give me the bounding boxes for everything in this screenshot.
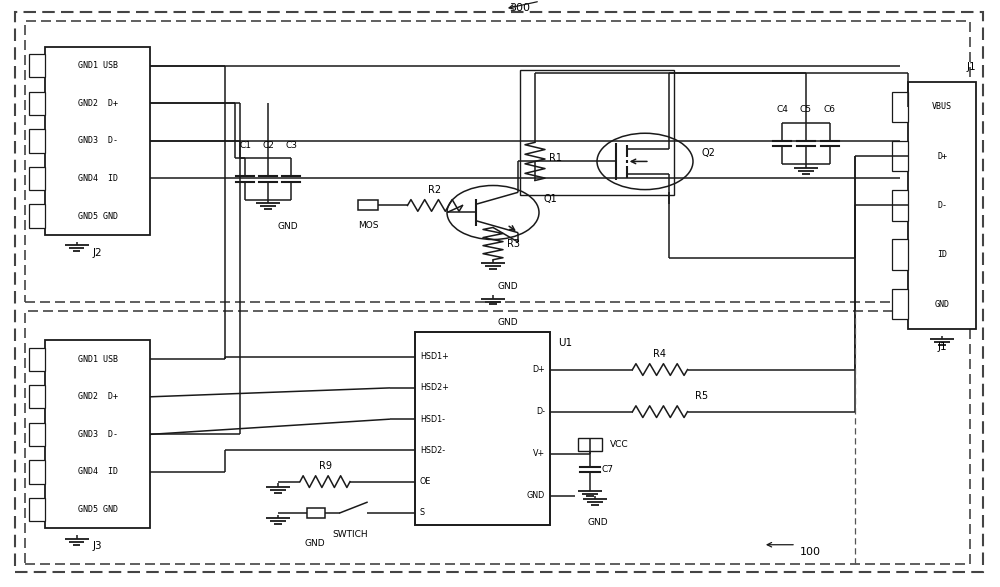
Bar bbox=[25, 311, 970, 564]
Text: C4: C4 bbox=[776, 106, 788, 114]
Text: J1: J1 bbox=[966, 62, 976, 72]
Text: GND: GND bbox=[588, 518, 608, 527]
Bar bbox=[29, 167, 45, 190]
Bar bbox=[29, 54, 45, 77]
Text: HSD1-: HSD1- bbox=[420, 414, 445, 424]
Text: OE: OE bbox=[420, 477, 431, 486]
Text: GND: GND bbox=[498, 282, 519, 291]
Text: GND2  D+: GND2 D+ bbox=[78, 392, 118, 402]
Bar bbox=[29, 204, 45, 228]
Text: GND5 GND: GND5 GND bbox=[78, 505, 118, 514]
Text: GND5 GND: GND5 GND bbox=[78, 211, 118, 221]
Bar bbox=[908, 82, 976, 329]
Text: ID: ID bbox=[937, 250, 947, 259]
Text: Q2: Q2 bbox=[701, 148, 715, 158]
Text: C6: C6 bbox=[824, 106, 836, 114]
Text: C1: C1 bbox=[239, 141, 251, 150]
Bar bbox=[578, 438, 602, 451]
Text: GND1 USB: GND1 USB bbox=[78, 61, 118, 70]
Text: R3: R3 bbox=[507, 238, 520, 249]
Text: D-: D- bbox=[937, 201, 947, 210]
Text: 100: 100 bbox=[800, 546, 821, 557]
Text: R4: R4 bbox=[654, 349, 666, 359]
Text: GND: GND bbox=[935, 299, 950, 309]
Text: D+: D+ bbox=[532, 365, 545, 374]
Text: GND4  ID: GND4 ID bbox=[78, 174, 118, 183]
Bar bbox=[358, 200, 378, 210]
Bar bbox=[29, 498, 45, 521]
Bar bbox=[892, 190, 908, 221]
Bar bbox=[892, 141, 908, 171]
Text: R9: R9 bbox=[318, 461, 332, 471]
Text: GND4  ID: GND4 ID bbox=[78, 467, 118, 477]
Bar bbox=[520, 70, 674, 195]
Text: 300: 300 bbox=[510, 3, 530, 13]
Text: C7: C7 bbox=[602, 465, 614, 474]
Bar bbox=[307, 508, 325, 518]
Text: R1: R1 bbox=[549, 153, 562, 164]
Bar bbox=[892, 92, 908, 122]
Bar bbox=[29, 348, 45, 371]
Text: GND2  D+: GND2 D+ bbox=[78, 99, 118, 108]
Text: MOS: MOS bbox=[358, 221, 378, 230]
Text: J3: J3 bbox=[93, 541, 102, 551]
Text: Q1: Q1 bbox=[544, 194, 558, 204]
Text: D-: D- bbox=[536, 407, 545, 416]
Text: D+: D+ bbox=[937, 151, 947, 161]
Bar bbox=[29, 92, 45, 115]
Bar bbox=[415, 332, 550, 525]
Text: R2: R2 bbox=[428, 185, 442, 195]
Text: HSD2-: HSD2- bbox=[420, 446, 445, 455]
Text: C2: C2 bbox=[262, 141, 274, 150]
Bar bbox=[892, 239, 908, 270]
Text: R5: R5 bbox=[695, 391, 708, 401]
Bar bbox=[45, 340, 150, 528]
Bar bbox=[29, 129, 45, 153]
Text: SWTICH: SWTICH bbox=[332, 531, 368, 539]
Text: GND: GND bbox=[498, 318, 519, 326]
Text: VCC: VCC bbox=[610, 440, 629, 450]
Text: GND1 USB: GND1 USB bbox=[78, 355, 118, 364]
Text: GND3  D-: GND3 D- bbox=[78, 430, 118, 439]
Text: GND: GND bbox=[305, 539, 325, 548]
Bar bbox=[25, 21, 970, 302]
Text: J1: J1 bbox=[937, 342, 947, 352]
Text: U1: U1 bbox=[558, 338, 572, 348]
Text: GND: GND bbox=[278, 222, 299, 231]
Text: HSD1+: HSD1+ bbox=[420, 352, 449, 361]
Text: GND3  D-: GND3 D- bbox=[78, 136, 118, 146]
Text: HSD2+: HSD2+ bbox=[420, 383, 449, 392]
Bar bbox=[892, 289, 908, 319]
Text: V+: V+ bbox=[533, 449, 545, 458]
Bar bbox=[29, 423, 45, 446]
Text: C3: C3 bbox=[285, 141, 297, 150]
Text: S: S bbox=[420, 508, 425, 517]
Text: GND: GND bbox=[527, 491, 545, 500]
Bar bbox=[45, 47, 150, 235]
Text: C5: C5 bbox=[800, 106, 812, 114]
Text: VBUS: VBUS bbox=[932, 102, 952, 112]
Text: J2: J2 bbox=[93, 248, 102, 258]
Bar bbox=[29, 460, 45, 484]
Bar bbox=[29, 385, 45, 409]
